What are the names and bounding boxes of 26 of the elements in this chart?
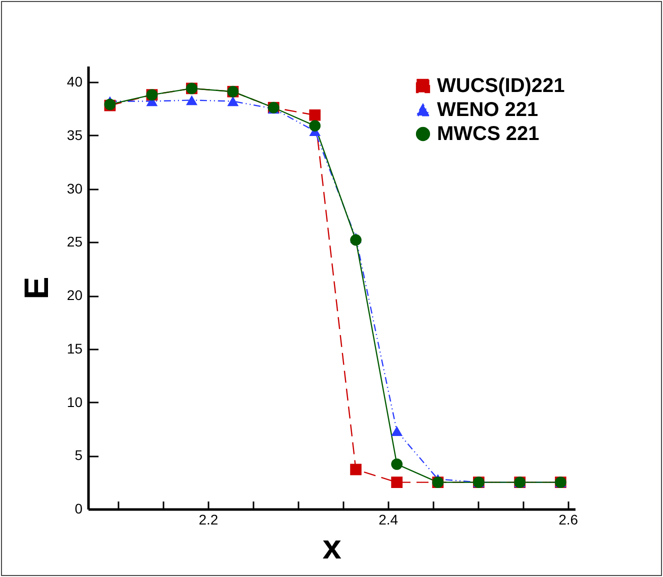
point	[391, 458, 403, 470]
point	[350, 464, 362, 476]
x-tick-label: 2.6	[558, 512, 578, 528]
point	[309, 109, 321, 121]
point	[186, 95, 198, 106]
y-tick-label: 30	[66, 180, 83, 196]
y-tick-label: 35	[66, 126, 83, 143]
legend-label: WENO 221	[437, 99, 538, 121]
y-tick-label: 0	[74, 500, 83, 516]
point	[309, 120, 321, 132]
y-axis-title: E	[18, 276, 56, 300]
y-tick-label: 40	[66, 74, 83, 90]
y-tick-label: 25	[66, 234, 83, 250]
y-tick-label: 10	[66, 394, 83, 410]
point	[350, 234, 362, 246]
point	[227, 96, 239, 106]
x-tick-label: 2.4	[378, 512, 398, 528]
x-axis-title: x	[322, 528, 342, 566]
y-tick-label: 15	[66, 340, 83, 356]
legend-label: WUCS(ID)221	[437, 75, 565, 97]
legend-label: MWCS 221	[437, 123, 540, 145]
point	[391, 476, 403, 488]
x-tick-label: 2.2	[198, 512, 218, 528]
point	[391, 426, 403, 436]
y-tick-label: 5	[74, 447, 83, 464]
y-tick-label: 20	[66, 287, 83, 304]
